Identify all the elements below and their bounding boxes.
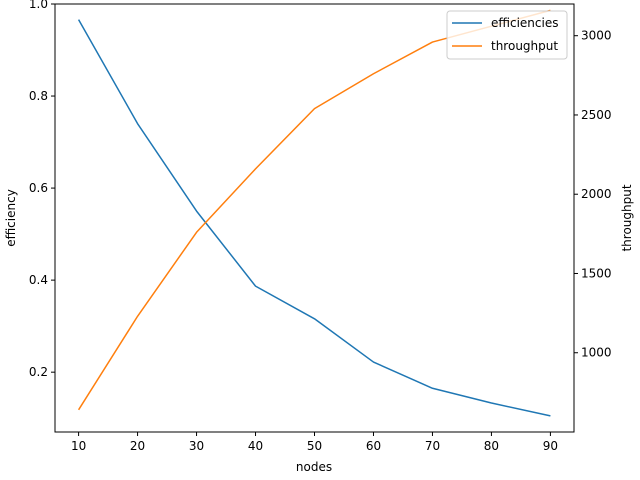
left-y-axis-label: efficiency xyxy=(4,189,18,247)
legend-label-efficiencies: efficiencies xyxy=(491,16,558,30)
x-tick-label: 20 xyxy=(130,439,145,453)
left-y-axis: 0.2 0.4 0.6 0.8 1.0 xyxy=(29,0,55,379)
x-tick-label: 70 xyxy=(425,439,440,453)
right-y-tick-label: 3000 xyxy=(581,29,612,43)
x-tick-label: 10 xyxy=(71,439,86,453)
x-tick-label: 50 xyxy=(307,439,322,453)
right-y-tick-label: 2500 xyxy=(581,108,612,122)
right-y-tick-label: 2000 xyxy=(581,187,612,201)
left-y-tick-label: 1.0 xyxy=(29,0,48,11)
legend-label-throughput: throughput xyxy=(491,39,558,53)
x-tick-label: 80 xyxy=(484,439,499,453)
left-y-tick-label: 0.4 xyxy=(29,273,48,287)
right-y-tick-label: 1500 xyxy=(581,266,612,280)
series-line-efficiencies xyxy=(77,19,551,417)
x-tick-label: 30 xyxy=(189,439,204,453)
x-tick-label: 40 xyxy=(248,439,263,453)
left-y-tick-label: 0.6 xyxy=(29,181,48,195)
right-y-tick-label: 1000 xyxy=(581,346,612,360)
x-axis-label: nodes xyxy=(296,460,332,474)
left-y-tick-label: 0.8 xyxy=(29,89,48,103)
left-y-tick-label: 0.2 xyxy=(29,365,48,379)
legend: efficiencies throughput xyxy=(446,10,568,60)
x-tick-label: 60 xyxy=(366,439,381,453)
right-y-axis-label: throughput xyxy=(620,184,634,251)
right-y-axis: 1000 1500 2000 2500 3000 xyxy=(574,29,612,360)
x-tick-label: 90 xyxy=(543,439,558,453)
x-axis: 10 20 30 40 50 60 70 80 90 xyxy=(71,432,558,453)
